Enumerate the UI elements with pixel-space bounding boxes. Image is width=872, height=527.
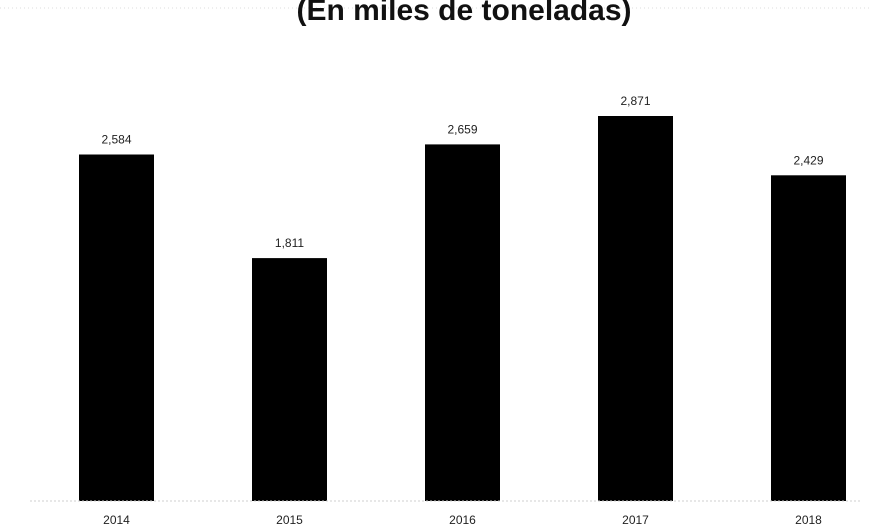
- bar-2016: [425, 144, 500, 501]
- data-label-2018: 2,429: [793, 153, 823, 167]
- data-label-2016: 2,659: [447, 122, 477, 136]
- data-label-2017: 2,871: [620, 94, 650, 108]
- bar-2018: [771, 175, 846, 502]
- bar-2017: [598, 116, 673, 501]
- x-axis-tick-labels: 2014 2015 2016 2017 2018: [103, 513, 822, 527]
- bar-2014: [79, 154, 154, 501]
- data-label-2014: 2,584: [101, 133, 131, 147]
- data-label-2015: 1,811: [275, 236, 304, 250]
- x-tick-label-2018: 2018: [795, 513, 822, 527]
- x-tick-label-2014: 2014: [103, 513, 130, 527]
- x-tick-label-2016: 2016: [449, 513, 476, 527]
- bars-layer: [79, 116, 846, 502]
- data-labels-layer: 2,584 1,811 2,659 2,871 2,429: [101, 94, 823, 250]
- x-tick-label-2015: 2015: [276, 513, 303, 527]
- chart-title: (En miles de toneladas): [296, 0, 631, 27]
- x-tick-label-2017: 2017: [622, 513, 649, 527]
- bar-2015: [252, 258, 327, 501]
